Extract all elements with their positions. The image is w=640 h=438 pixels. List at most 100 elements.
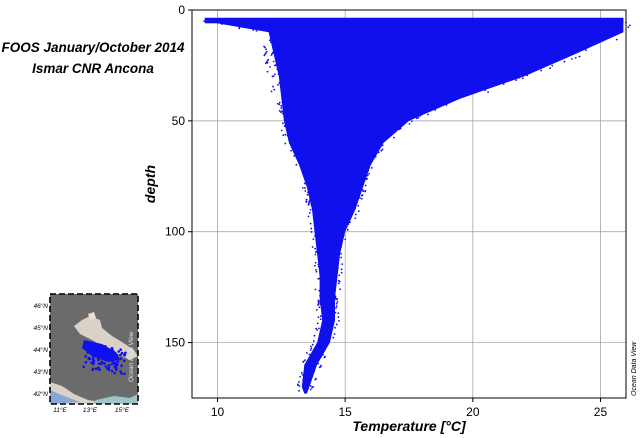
- data-point: [310, 202, 313, 205]
- data-point: [348, 221, 351, 224]
- data-point: [434, 107, 437, 110]
- data-point: [345, 225, 348, 228]
- map-station: [123, 353, 127, 357]
- data-point: [317, 234, 320, 237]
- data-point: [315, 268, 317, 271]
- data-point: [340, 246, 342, 248]
- x-tick-label: 25: [594, 405, 608, 419]
- data-point: [323, 356, 326, 359]
- data-point: [302, 186, 304, 189]
- data-point: [309, 388, 312, 391]
- data-point: [306, 379, 309, 381]
- data-point: [324, 341, 327, 344]
- map-station: [113, 371, 116, 375]
- data-point: [312, 238, 315, 241]
- data-point: [370, 167, 373, 169]
- plot-frame: [191, 9, 627, 399]
- data-point: [597, 39, 599, 42]
- data-point: [280, 107, 283, 109]
- data-point: [319, 318, 322, 321]
- data-point: [307, 215, 310, 218]
- data-point: [308, 353, 311, 356]
- data-point: [305, 352, 308, 354]
- data-point: [309, 192, 312, 195]
- y-axis-label: depth: [142, 165, 158, 203]
- data-point: [368, 172, 370, 175]
- data-point: [365, 178, 368, 181]
- data-point: [315, 308, 318, 311]
- data-point: [445, 104, 448, 106]
- data-point: [205, 21, 207, 23]
- map-station: [114, 361, 118, 365]
- data-point: [305, 371, 308, 374]
- data-point: [331, 295, 334, 297]
- data-point: [475, 90, 478, 93]
- data-point: [332, 279, 335, 282]
- data-point: [313, 334, 316, 337]
- data-point: [335, 305, 338, 308]
- data-point: [285, 117, 288, 119]
- data-point: [312, 203, 315, 206]
- data-point: [381, 144, 384, 147]
- data-point: [276, 102, 279, 105]
- data-point: [279, 50, 282, 53]
- data-point: [315, 327, 318, 330]
- data-point: [316, 322, 319, 325]
- data-point: [319, 356, 322, 359]
- data-point: [340, 252, 342, 255]
- data-point: [298, 385, 301, 387]
- data-point: [303, 182, 306, 185]
- map-gulf-trieste: [88, 312, 96, 320]
- map-lon-label: 15°E: [115, 406, 130, 414]
- x-tick-label: 20: [466, 405, 480, 419]
- data-point: [628, 24, 631, 27]
- data-point: [319, 294, 322, 297]
- data-point: [340, 271, 343, 274]
- data-point: [540, 69, 542, 72]
- data-point: [354, 207, 357, 209]
- data-point: [281, 122, 284, 125]
- data-point: [278, 101, 281, 104]
- data-point: [321, 271, 323, 274]
- data-point: [558, 57, 561, 60]
- data-point: [335, 263, 338, 265]
- data-point: [313, 370, 315, 373]
- data-point: [315, 377, 318, 380]
- data-point: [330, 327, 332, 330]
- map-station: [91, 367, 95, 371]
- data-point: [320, 281, 323, 284]
- data-point: [549, 67, 552, 70]
- data-point: [615, 38, 618, 41]
- data-point: [359, 197, 361, 199]
- data-point: [269, 65, 271, 68]
- x-axis-label: Temperature [°C]: [352, 418, 467, 434]
- data-point: [285, 72, 288, 75]
- data-point: [308, 192, 311, 195]
- data-point: [393, 136, 395, 139]
- data-point: [280, 90, 283, 93]
- data-point: [621, 23, 624, 26]
- data-point: [318, 327, 320, 330]
- data-point: [434, 109, 437, 111]
- data-point: [313, 264, 316, 267]
- data-point: [282, 99, 285, 102]
- data-point: [331, 318, 334, 321]
- data-point: [350, 213, 352, 216]
- data-point: [357, 210, 360, 213]
- data-point: [309, 183, 311, 185]
- map-station: [119, 353, 122, 357]
- data-point: [365, 166, 368, 169]
- data-point: [307, 359, 310, 362]
- data-point: [299, 375, 301, 378]
- data-point: [306, 193, 309, 196]
- data-point: [315, 210, 318, 213]
- data-point: [367, 169, 370, 172]
- data-point: [311, 365, 314, 368]
- data-point: [280, 129, 283, 132]
- data-point: [318, 289, 321, 292]
- data-point: [399, 127, 402, 130]
- map-lon-label: 11°E: [53, 406, 67, 414]
- data-point: [337, 279, 340, 282]
- data-point: [280, 111, 282, 114]
- map-lat-label: 45°N: [33, 324, 48, 332]
